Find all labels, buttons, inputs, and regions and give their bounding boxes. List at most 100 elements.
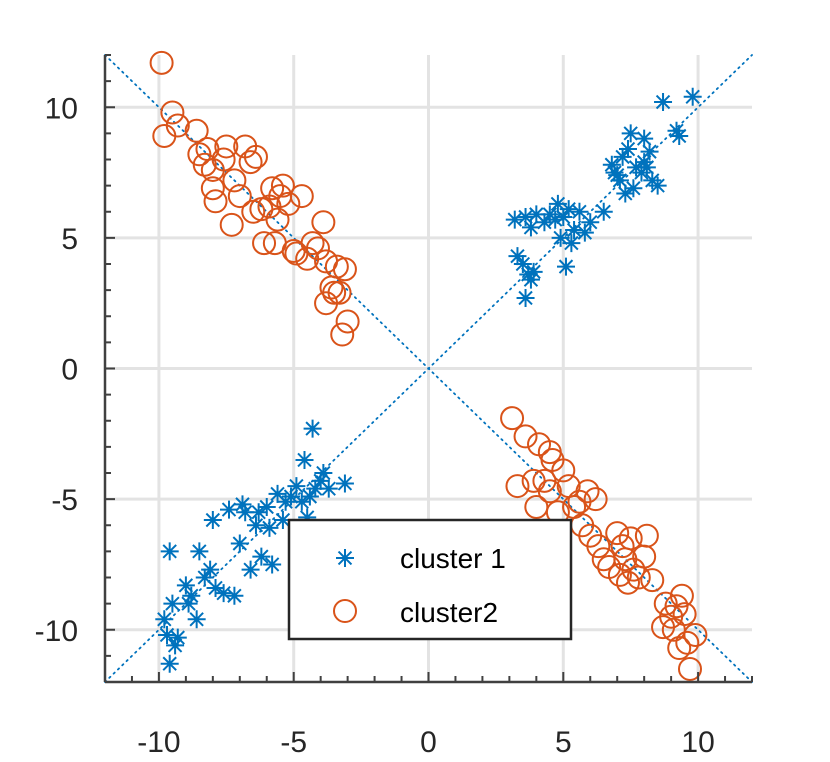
data-point-asterisk bbox=[335, 474, 354, 493]
x-tick-label: -10 bbox=[137, 726, 180, 759]
y-tick-label: 0 bbox=[61, 354, 78, 387]
data-point-circle bbox=[500, 406, 525, 431]
data-point-circle bbox=[238, 150, 263, 175]
data-point-circle bbox=[332, 257, 357, 282]
data-point-asterisk bbox=[263, 555, 282, 574]
data-point-asterisk bbox=[559, 200, 578, 219]
data-point-asterisk bbox=[182, 586, 201, 605]
data-point-circle bbox=[669, 583, 694, 608]
data-point-asterisk bbox=[505, 210, 524, 229]
data-point-asterisk bbox=[220, 500, 239, 519]
data-point-asterisk bbox=[268, 484, 287, 503]
data-point-asterisk bbox=[201, 560, 220, 579]
data-point-asterisk bbox=[233, 495, 252, 514]
data-point-circle bbox=[200, 176, 225, 201]
data-point-asterisk bbox=[287, 477, 306, 496]
data-point-asterisk bbox=[521, 218, 540, 237]
data-point-circle bbox=[243, 144, 268, 169]
data-point-asterisk bbox=[298, 508, 317, 527]
data-point-asterisk bbox=[632, 163, 651, 182]
data-point-asterisk bbox=[635, 153, 654, 172]
data-point-asterisk bbox=[314, 464, 333, 482]
data-point-circle bbox=[505, 474, 530, 499]
data-point-circle bbox=[583, 487, 608, 512]
data-point-circle bbox=[605, 521, 630, 546]
data-point-circle bbox=[311, 210, 336, 235]
data-point-circle bbox=[260, 176, 285, 201]
data-point-asterisk bbox=[236, 503, 255, 522]
data-point-asterisk bbox=[260, 518, 279, 537]
data-point-asterisk bbox=[252, 547, 271, 566]
data-point-circle bbox=[610, 534, 635, 559]
data-point-circle bbox=[640, 568, 665, 593]
data-point-circle bbox=[241, 199, 266, 224]
y-tick-label: 5 bbox=[61, 223, 78, 256]
y-tick-label: 10 bbox=[45, 92, 78, 125]
data-point-asterisk bbox=[602, 155, 621, 174]
data-point-asterisk bbox=[249, 503, 268, 522]
data-point-asterisk bbox=[524, 262, 543, 281]
data-point-circle bbox=[203, 189, 228, 214]
data-point-circle bbox=[222, 168, 247, 193]
data-point-circle bbox=[305, 236, 330, 261]
data-point-asterisk bbox=[581, 213, 600, 232]
data-point-asterisk bbox=[521, 270, 540, 289]
data-point-asterisk bbox=[241, 560, 260, 579]
data-point-asterisk bbox=[203, 511, 222, 530]
data-point-asterisk bbox=[166, 636, 185, 655]
data-point-asterisk bbox=[168, 628, 187, 647]
data-point-asterisk bbox=[618, 140, 637, 159]
data-point-asterisk bbox=[246, 516, 265, 535]
data-point-asterisk bbox=[556, 257, 575, 276]
data-point-asterisk bbox=[546, 210, 565, 229]
data-point-asterisk bbox=[594, 202, 613, 221]
data-point-asterisk bbox=[282, 487, 301, 506]
data-point-circle bbox=[289, 184, 314, 209]
data-point-circle bbox=[618, 526, 643, 551]
data-point-asterisk bbox=[295, 450, 314, 469]
data-point-asterisk bbox=[640, 142, 659, 161]
legend-label-cluster-1: cluster 1 bbox=[400, 543, 506, 574]
data-point-asterisk bbox=[160, 542, 179, 561]
data-point-circle bbox=[270, 173, 295, 198]
data-point-asterisk bbox=[187, 610, 206, 629]
y-tick-label: -5 bbox=[51, 484, 78, 517]
data-point-asterisk bbox=[670, 126, 689, 145]
data-point-asterisk bbox=[273, 511, 292, 530]
data-point-circle bbox=[335, 309, 360, 334]
data-point-circle bbox=[672, 602, 697, 627]
data-point-asterisk bbox=[158, 625, 177, 644]
legend-marker-cluster2 bbox=[333, 599, 357, 623]
data-point-circle bbox=[683, 622, 708, 647]
data-point-asterisk bbox=[257, 497, 276, 516]
data-point-asterisk bbox=[554, 207, 573, 226]
data-point-circle bbox=[265, 207, 290, 232]
data-point-circle bbox=[227, 184, 252, 209]
data-point-circle bbox=[262, 231, 287, 256]
data-point-asterisk bbox=[562, 234, 581, 253]
data-point-circle bbox=[651, 615, 676, 640]
data-point-circle bbox=[607, 562, 632, 587]
data-point-circle bbox=[675, 630, 700, 655]
data-point-asterisk bbox=[621, 124, 640, 143]
data-point-asterisk bbox=[513, 255, 532, 273]
data-point-asterisk bbox=[624, 179, 643, 198]
data-point-circle bbox=[575, 479, 600, 504]
data-point-asterisk bbox=[163, 594, 182, 613]
data-point-circle bbox=[160, 100, 185, 125]
data-point-circle bbox=[192, 152, 217, 177]
data-point-asterisk bbox=[306, 479, 325, 498]
data-point-asterisk bbox=[179, 594, 198, 613]
y-tick-label: -10 bbox=[35, 615, 78, 648]
x-tick-label: -5 bbox=[280, 726, 307, 759]
data-point-circle bbox=[677, 656, 702, 681]
x-tick-label: 10 bbox=[681, 726, 714, 759]
data-point-circle bbox=[165, 113, 190, 138]
data-point-asterisk bbox=[206, 578, 225, 597]
data-point-circle bbox=[149, 50, 174, 75]
series-cluster-1 bbox=[155, 87, 702, 673]
data-point-circle bbox=[634, 523, 659, 548]
data-point-circle bbox=[653, 591, 678, 616]
legend-box bbox=[287, 518, 573, 641]
